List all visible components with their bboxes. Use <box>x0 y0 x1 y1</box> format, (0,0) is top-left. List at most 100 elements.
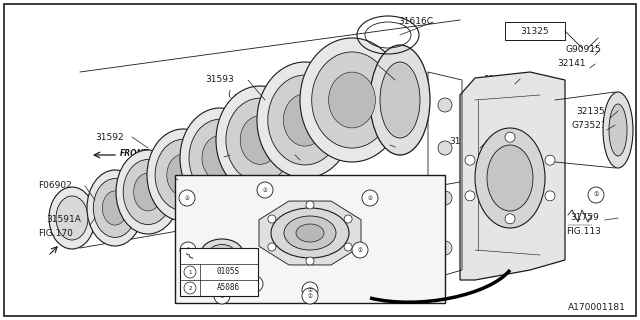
Ellipse shape <box>370 45 430 155</box>
Ellipse shape <box>284 216 336 250</box>
Ellipse shape <box>189 119 251 197</box>
Text: 32135: 32135 <box>576 107 605 116</box>
Text: G73521: G73521 <box>571 121 607 130</box>
Text: ①: ① <box>308 293 312 299</box>
Circle shape <box>545 155 555 165</box>
Circle shape <box>302 282 318 298</box>
Ellipse shape <box>609 104 627 156</box>
Text: ②: ② <box>308 287 312 292</box>
Polygon shape <box>259 201 361 265</box>
Text: 31496: 31496 <box>449 137 477 146</box>
Circle shape <box>302 288 318 304</box>
Bar <box>180 248 258 296</box>
Text: ( -- 07MY0605): ( -- 07MY0605) <box>228 90 295 99</box>
Ellipse shape <box>284 94 326 146</box>
Ellipse shape <box>209 244 235 261</box>
Ellipse shape <box>102 191 127 225</box>
Ellipse shape <box>147 129 219 221</box>
Ellipse shape <box>380 62 420 138</box>
Ellipse shape <box>216 86 304 194</box>
Ellipse shape <box>268 75 342 165</box>
Text: 31759: 31759 <box>570 213 599 222</box>
Ellipse shape <box>475 128 545 228</box>
Text: ①: ① <box>593 193 599 197</box>
Ellipse shape <box>167 154 199 196</box>
Text: FIG.113: FIG.113 <box>566 228 601 236</box>
Ellipse shape <box>180 108 260 208</box>
Text: 2: 2 <box>188 285 192 291</box>
Circle shape <box>352 242 368 258</box>
Ellipse shape <box>487 145 533 211</box>
Text: 31616C: 31616C <box>398 18 433 27</box>
Text: 1: 1 <box>188 269 192 275</box>
Text: G28502: G28502 <box>261 156 296 164</box>
Ellipse shape <box>328 72 376 128</box>
Circle shape <box>306 201 314 209</box>
Circle shape <box>438 141 452 155</box>
Text: FRONT: FRONT <box>120 148 149 157</box>
Text: ②: ② <box>184 196 189 201</box>
Circle shape <box>179 190 195 206</box>
Text: F06902: F06902 <box>38 181 72 190</box>
Circle shape <box>344 215 352 223</box>
Circle shape <box>306 257 314 265</box>
Text: A170001181: A170001181 <box>568 303 626 313</box>
Text: ①: ① <box>253 282 257 286</box>
Text: 32141: 32141 <box>557 60 586 68</box>
Text: G90915: G90915 <box>565 45 601 54</box>
Ellipse shape <box>134 173 163 211</box>
Text: 31594: 31594 <box>186 153 214 162</box>
Text: 0105S: 0105S <box>216 268 239 276</box>
Ellipse shape <box>116 150 180 234</box>
Ellipse shape <box>201 239 243 267</box>
Text: 31593: 31593 <box>205 76 234 84</box>
Ellipse shape <box>296 224 324 242</box>
Ellipse shape <box>603 92 633 168</box>
Circle shape <box>465 191 475 201</box>
Circle shape <box>545 191 555 201</box>
Text: ②: ② <box>367 196 372 201</box>
Ellipse shape <box>257 62 353 178</box>
Ellipse shape <box>155 139 211 211</box>
Text: 31325: 31325 <box>521 27 549 36</box>
Ellipse shape <box>202 135 238 180</box>
Ellipse shape <box>123 159 173 225</box>
Text: 31591A: 31591A <box>46 215 81 225</box>
Text: A5086: A5086 <box>216 284 239 292</box>
Circle shape <box>588 187 604 203</box>
Circle shape <box>344 243 352 251</box>
Circle shape <box>362 190 378 206</box>
Ellipse shape <box>271 208 349 258</box>
Circle shape <box>247 276 263 292</box>
Ellipse shape <box>240 116 280 164</box>
Text: ②: ② <box>262 188 268 193</box>
Circle shape <box>257 182 273 198</box>
Text: ①: ① <box>186 247 191 252</box>
Text: 33139: 33139 <box>355 142 384 151</box>
Ellipse shape <box>56 196 88 240</box>
Text: 31591: 31591 <box>140 173 169 182</box>
Ellipse shape <box>87 170 143 246</box>
Circle shape <box>438 98 452 112</box>
Circle shape <box>268 243 276 251</box>
Text: ①: ① <box>358 247 362 252</box>
Circle shape <box>465 155 475 165</box>
Circle shape <box>268 215 276 223</box>
Circle shape <box>180 242 196 258</box>
Bar <box>175 175 445 303</box>
Text: ①: ① <box>220 293 225 299</box>
Text: G97404: G97404 <box>340 60 376 69</box>
Ellipse shape <box>312 52 392 148</box>
Circle shape <box>505 132 515 142</box>
Circle shape <box>505 214 515 224</box>
Circle shape <box>438 241 452 255</box>
Polygon shape <box>460 72 565 280</box>
Text: 31592: 31592 <box>95 132 124 141</box>
Ellipse shape <box>226 98 294 182</box>
Text: ⌇: ⌇ <box>184 251 195 261</box>
Circle shape <box>438 191 452 205</box>
Circle shape <box>214 288 230 304</box>
Text: 31331: 31331 <box>483 75 512 84</box>
Ellipse shape <box>300 38 404 162</box>
Ellipse shape <box>49 187 95 249</box>
